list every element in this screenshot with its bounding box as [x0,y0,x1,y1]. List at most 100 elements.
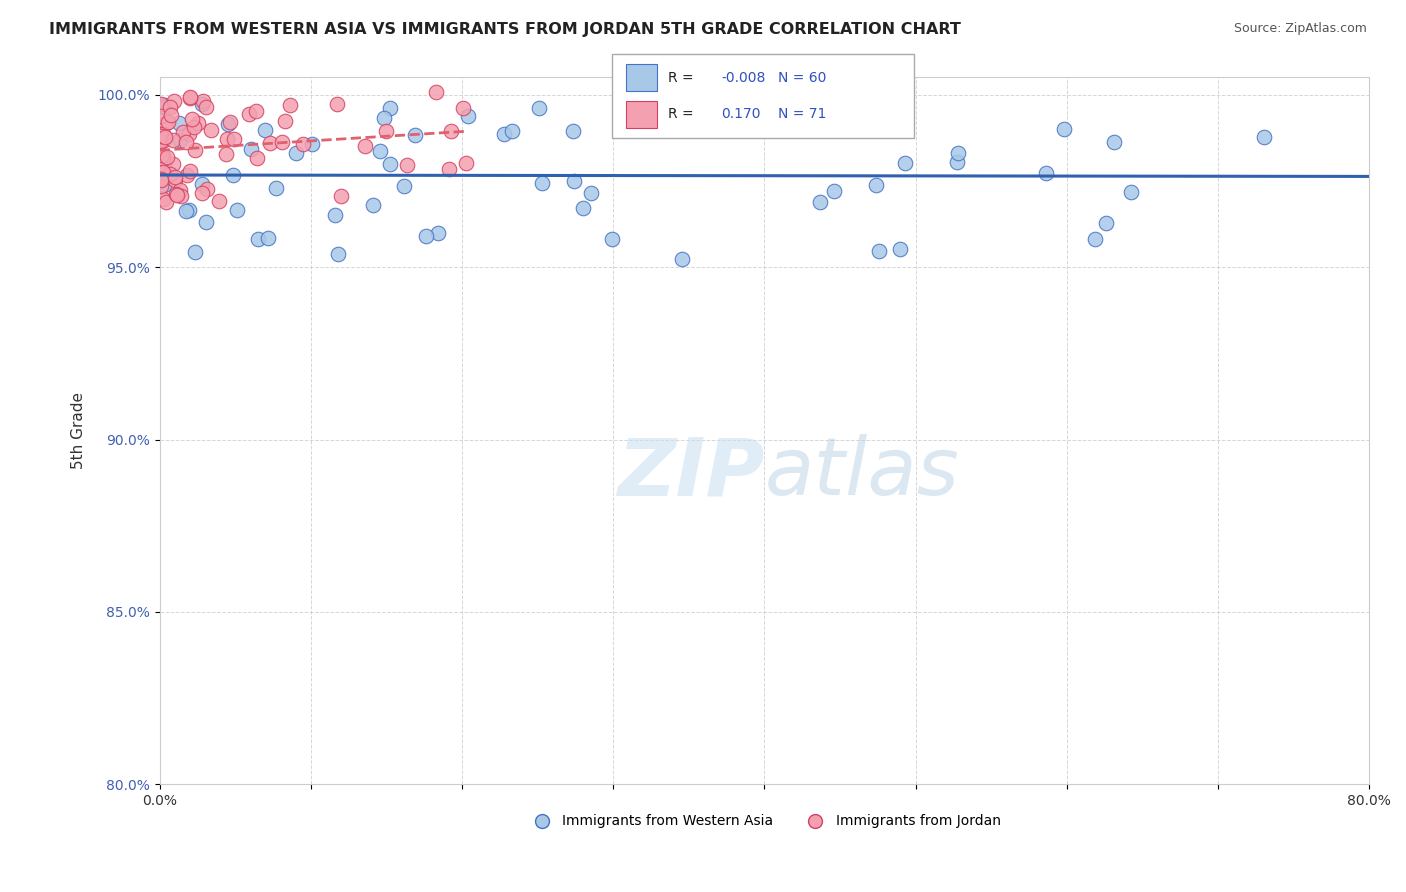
Point [946,146,969,161]
Point [823,184,845,198]
Point [152,153,174,167]
Point [208,194,231,209]
Point [159,100,181,114]
Point [671,252,693,266]
Point [380,157,402,171]
Text: R =: R = [668,70,697,85]
Point [190,177,212,191]
Point [427,227,450,241]
Point [301,136,323,151]
Point [858,120,880,135]
Point [1035,165,1057,179]
Point [155,116,177,130]
Point [180,112,202,126]
Point [1253,130,1275,145]
Point [224,132,246,146]
Point [150,148,173,162]
Point [451,101,474,115]
Text: Source: ZipAtlas.com: Source: ZipAtlas.com [1233,22,1367,36]
Point [865,178,887,193]
Point [195,100,218,114]
Point [150,178,173,193]
Point [165,187,187,202]
Point [859,119,882,133]
Point [259,136,281,150]
Text: R =: R = [668,107,697,121]
Point [257,231,280,245]
Point [572,201,595,215]
Point [378,101,401,115]
Point [153,98,176,112]
Point [581,186,603,200]
Point [273,113,295,128]
Point [153,178,176,193]
Point [169,133,191,147]
Point [215,132,238,146]
Point [177,127,200,141]
Point [155,194,177,209]
Point [153,100,176,114]
Point [159,167,181,181]
Point [153,158,176,172]
Point [292,136,315,151]
Point [156,115,179,129]
Point [245,103,267,118]
Point [195,182,218,196]
Point [215,147,238,161]
Point [163,94,186,108]
Point [166,188,188,202]
Point [217,117,239,131]
Point [527,101,550,115]
Point [177,203,200,218]
Point [162,157,184,171]
Point [150,97,173,112]
Point [176,168,198,182]
Point [246,151,269,165]
Point [354,138,377,153]
Point [195,215,218,229]
Point [415,229,437,244]
Point [162,133,184,147]
Point [889,242,911,256]
Point [284,146,307,161]
Point [153,129,176,144]
Point [179,91,201,105]
Point [150,172,173,186]
Point [501,124,523,138]
Point [152,193,174,207]
Point [247,232,270,246]
Point [404,128,426,142]
Point [1053,121,1076,136]
Point [394,178,416,193]
Point [191,186,214,200]
Point [810,195,832,210]
Point [600,232,623,246]
Point [218,115,240,129]
Point [361,197,384,211]
Point [222,169,245,183]
Text: 0.170: 0.170 [721,107,761,121]
Point [437,161,460,176]
Point [457,109,479,123]
Point [183,120,205,134]
Point [562,174,585,188]
Point [156,150,179,164]
Point [368,144,391,158]
Point [167,115,190,129]
Point [238,107,260,121]
Point [440,124,463,138]
Point [183,244,205,259]
Text: IMMIGRANTS FROM WESTERN ASIA VS IMMIGRANTS FROM JORDAN 5TH GRADE CORRELATION CHA: IMMIGRANTS FROM WESTERN ASIA VS IMMIGRAN… [49,22,962,37]
Point [240,143,263,157]
Point [179,164,201,178]
Point [163,170,186,185]
Point [894,156,917,170]
Point [374,123,396,137]
Text: -0.008: -0.008 [721,70,766,85]
Point [176,135,198,149]
Point [945,154,967,169]
Point [226,203,249,218]
Point [169,183,191,197]
Point [190,96,212,111]
Text: N = 71: N = 71 [778,107,825,121]
